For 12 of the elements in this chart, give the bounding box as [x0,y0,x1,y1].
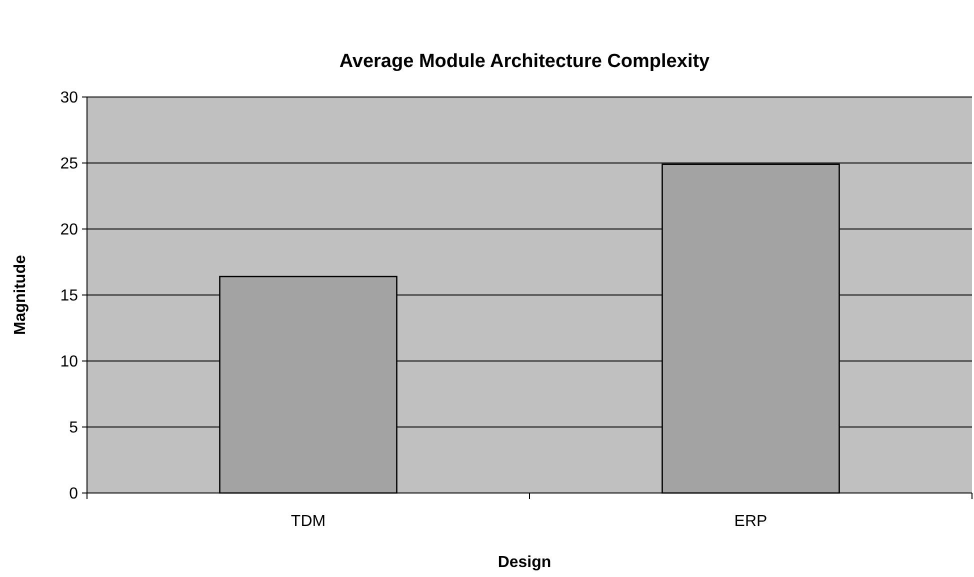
y-tick-label: 30 [60,90,78,107]
y-tick-label: 5 [69,420,78,437]
y-tick-label: 20 [60,222,78,239]
x-tick-label: ERP [734,513,768,530]
chart-title: Average Module Architecture Complexity [339,51,710,72]
y-tick-label: 25 [60,156,78,173]
x-tick-label: TDM [290,513,326,530]
y-tick-label: 15 [60,288,78,305]
y-tick-label: 0 [69,486,78,503]
y-axis-title: Magnitude [12,254,29,335]
y-tick-label: 10 [60,354,78,371]
x-axis-title: Design [498,554,552,571]
